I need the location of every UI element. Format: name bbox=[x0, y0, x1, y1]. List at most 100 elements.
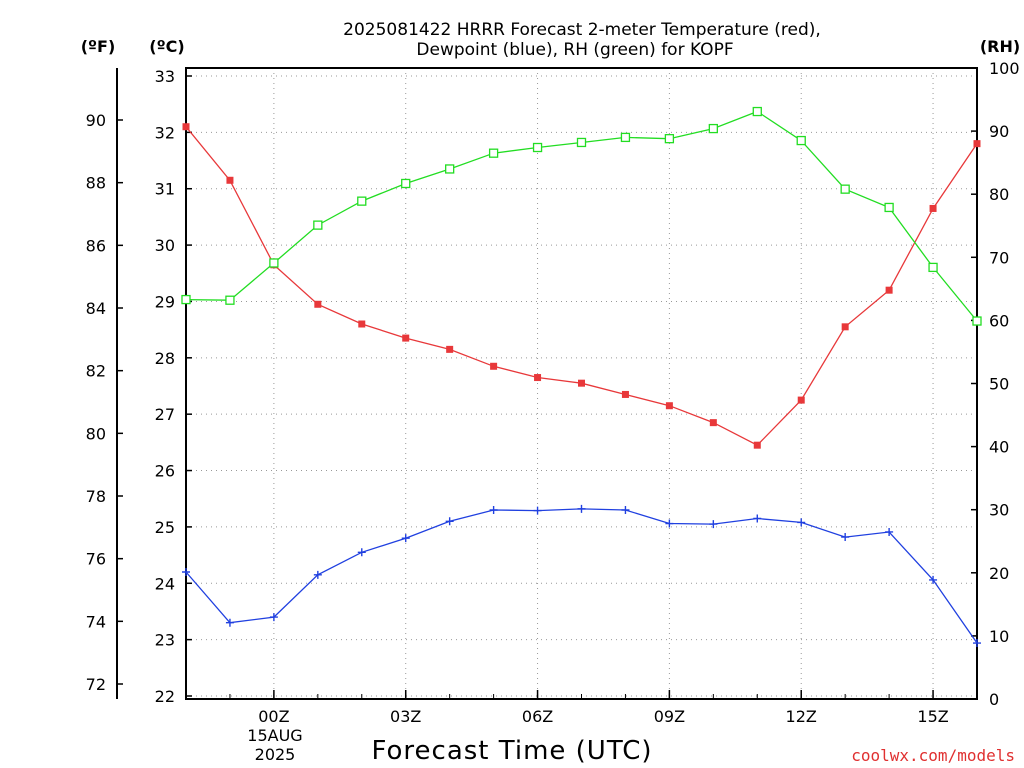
temperature-series bbox=[182, 123, 981, 449]
x-tick-label: 03Z bbox=[390, 707, 421, 726]
rh-point bbox=[796, 135, 806, 146]
dewpoint-point bbox=[577, 504, 586, 513]
dewpoint-point bbox=[401, 534, 410, 543]
rh-point bbox=[532, 142, 543, 153]
x-axis-label: Forecast Time (UTC) bbox=[371, 736, 652, 766]
dewpoint-point bbox=[665, 519, 674, 528]
rh-point bbox=[752, 106, 762, 117]
temperature-point bbox=[753, 441, 761, 449]
temperature-point bbox=[490, 362, 498, 370]
rh-tick-label: 30 bbox=[989, 501, 1009, 520]
dewpoint-point bbox=[973, 639, 981, 648]
celsius-tick-label: 26 bbox=[155, 462, 175, 481]
celsius-tick-label: 25 bbox=[155, 518, 175, 537]
rh-point bbox=[884, 202, 894, 213]
fahrenheit-tick-label: 74 bbox=[86, 612, 106, 631]
rh-unit-label: (RH) bbox=[980, 37, 1020, 56]
dewpoint-point bbox=[929, 575, 938, 584]
rh-tick-label: 20 bbox=[989, 564, 1009, 583]
rh-point bbox=[269, 258, 279, 268]
dewpoint-point bbox=[489, 506, 498, 514]
x-tick-label: 06Z bbox=[522, 707, 553, 726]
chart-title-line-1: 2025081422 HRRR Forecast 2-meter Tempera… bbox=[343, 20, 821, 40]
credit-text: coolwx.com/models bbox=[851, 746, 1015, 765]
temperature-point bbox=[885, 286, 893, 294]
dewpoint-point bbox=[269, 613, 278, 622]
rh-point bbox=[928, 262, 938, 273]
axes: 22 23 24 25 26 27 28 29 30 31 32 33 72 74 76 78 80 82 84 86… bbox=[86, 59, 1020, 726]
dewpoint-point bbox=[182, 568, 190, 576]
dewpoint-point bbox=[621, 506, 630, 514]
dewpoint-point bbox=[753, 514, 762, 523]
rh-series bbox=[181, 106, 982, 326]
celsius-tick-label: 22 bbox=[155, 687, 175, 706]
celsius-tick-label: 28 bbox=[155, 349, 175, 368]
celsius-tick-label: 23 bbox=[155, 631, 175, 650]
celsius-tick-label: 31 bbox=[155, 180, 175, 199]
fahrenheit-tick-label: 88 bbox=[86, 174, 106, 193]
celsius-tick-label: 32 bbox=[155, 123, 175, 142]
series-layer bbox=[181, 106, 982, 648]
temperature-point bbox=[621, 390, 629, 398]
rh-point bbox=[708, 123, 718, 134]
rh-point bbox=[576, 137, 587, 148]
celsius-tick-label: 30 bbox=[155, 236, 175, 255]
dewpoint-point bbox=[225, 618, 234, 627]
temperature-point bbox=[841, 323, 849, 331]
dewpoint-point bbox=[797, 518, 806, 527]
dewpoint-point bbox=[885, 527, 894, 536]
celsius-tick-label: 33 bbox=[155, 67, 175, 86]
rh-point bbox=[445, 164, 455, 174]
temperature-point bbox=[797, 396, 805, 404]
temperature-point bbox=[402, 334, 410, 342]
rh-point bbox=[488, 148, 499, 158]
temperature-point bbox=[446, 345, 454, 353]
temperature-point bbox=[929, 204, 937, 212]
grid-lines bbox=[186, 68, 977, 699]
rh-point bbox=[664, 134, 675, 144]
dewpoint-point bbox=[709, 520, 718, 529]
fahrenheit-unit-label: (ºF) bbox=[81, 37, 116, 56]
dewpoint-series bbox=[182, 504, 981, 648]
fahrenheit-tick-label: 90 bbox=[86, 111, 106, 130]
dewpoint-line bbox=[185, 508, 978, 644]
rh-point bbox=[181, 294, 191, 305]
rh-point bbox=[840, 184, 850, 194]
temperature-point bbox=[314, 300, 322, 308]
rh-tick-label: 50 bbox=[989, 375, 1009, 394]
temperature-point bbox=[226, 176, 234, 184]
temperature-point bbox=[665, 402, 673, 410]
celsius-unit-label: (ºC) bbox=[149, 37, 184, 56]
dewpoint-point bbox=[445, 517, 454, 526]
celsius-tick-label: 27 bbox=[155, 405, 175, 424]
x-tick-label: 15Z bbox=[917, 707, 948, 726]
rh-point bbox=[620, 132, 631, 143]
fahrenheit-tick-label: 82 bbox=[86, 362, 106, 381]
date-label-year: 2025 bbox=[255, 745, 296, 764]
date-label-day: 15AUG bbox=[247, 726, 302, 745]
x-tick-label: 12Z bbox=[786, 707, 817, 726]
fahrenheit-tick-label: 78 bbox=[86, 487, 106, 506]
dewpoint-point bbox=[533, 506, 542, 515]
dewpoint-point bbox=[313, 570, 322, 579]
temperature-point bbox=[182, 123, 190, 131]
temperature-point bbox=[578, 379, 585, 387]
dewpoint-point bbox=[841, 533, 850, 542]
fahrenheit-tick-label: 76 bbox=[86, 550, 106, 569]
rh-tick-label: 80 bbox=[989, 185, 1009, 204]
fahrenheit-tick-label: 84 bbox=[86, 299, 106, 318]
fahrenheit-tick-label: 86 bbox=[86, 236, 106, 255]
rh-point bbox=[401, 178, 411, 189]
rh-tick-label: 100 bbox=[989, 59, 1020, 78]
temperature-point bbox=[709, 419, 717, 427]
temperature-point bbox=[534, 374, 542, 382]
celsius-tick-label: 29 bbox=[155, 292, 175, 311]
rh-point bbox=[972, 316, 982, 326]
temperature-point bbox=[973, 140, 981, 148]
rh-tick-label: 0 bbox=[989, 690, 999, 709]
dewpoint-point bbox=[357, 548, 366, 557]
rh-tick-label: 10 bbox=[989, 627, 1009, 646]
rh-tick-label: 40 bbox=[989, 438, 1009, 457]
